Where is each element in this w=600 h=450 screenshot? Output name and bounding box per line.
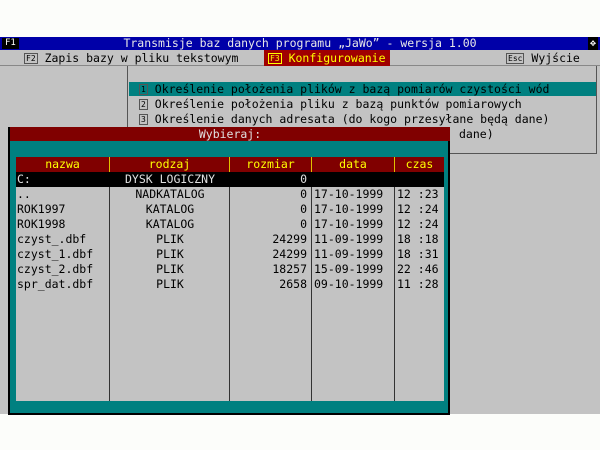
menu-zapis[interactable]: F2 Zapis bazy w pliku tekstowym bbox=[20, 50, 242, 66]
dropdown-item-4[interactable]: dane) bbox=[129, 127, 596, 141]
cell-nazwa: ROK1997 bbox=[17, 202, 66, 216]
cell-czas: 11 :28 bbox=[397, 277, 439, 291]
cell-czas: 12 :24 bbox=[397, 217, 439, 231]
table-row[interactable]: spr_dat.dbf PLIK 2658 09-10-1999 11 :28 bbox=[16, 277, 444, 292]
column-header-data[interactable]: data bbox=[312, 157, 395, 172]
key-badge: 3 bbox=[139, 114, 148, 125]
cell-rozmiar: 18257 bbox=[272, 262, 307, 276]
menu-label: Konfigurowanie bbox=[288, 51, 386, 65]
table-row[interactable]: ROK1998 KATALOG 0 17-10-1999 12 :24 bbox=[16, 217, 444, 232]
dropdown-item-2[interactable]: 2 Określenie położenia pliku z bazą punk… bbox=[129, 97, 596, 111]
table-row[interactable]: ROK1997 KATALOG 0 17-10-1999 12 :24 bbox=[16, 202, 444, 217]
cell-rodzaj: NADKATALOG bbox=[135, 187, 205, 201]
column-header-rozmiar[interactable]: rozmiar bbox=[230, 157, 312, 172]
column-divider bbox=[109, 172, 110, 401]
cell-czas: 18 :31 bbox=[397, 247, 439, 261]
cell-data: 17-10-1999 bbox=[314, 202, 384, 216]
dropdown-label: Określenie położenia plików z bazą pomia… bbox=[154, 82, 550, 96]
cell-czas: 18 :18 bbox=[397, 232, 439, 246]
cell-rozmiar: 2658 bbox=[279, 277, 307, 291]
menu-label: Wyjście bbox=[531, 51, 580, 65]
cell-czas: 12 :23 bbox=[397, 187, 439, 201]
cell-nazwa: .. bbox=[17, 187, 31, 201]
cell-nazwa: C: bbox=[17, 172, 31, 186]
cell-data: 17-10-1999 bbox=[314, 217, 384, 231]
cell-data: 15-09-1999 bbox=[314, 262, 384, 276]
cell-rodzaj: DYSK LOGICZNY bbox=[124, 172, 215, 186]
column-header-nazwa[interactable]: nazwa bbox=[16, 157, 110, 172]
cell-czas bbox=[395, 172, 444, 187]
key-badge: 2 bbox=[139, 99, 148, 110]
cell-rozmiar: 0 bbox=[300, 217, 307, 231]
menu-wyjscie[interactable]: Esc Wyjście bbox=[502, 50, 584, 66]
key-badge: F2 bbox=[24, 53, 38, 64]
column-header-rodzaj[interactable]: rodzaj bbox=[110, 157, 230, 172]
app-title: Transmisje baz danych programu „JaWo” - … bbox=[123, 36, 477, 50]
dialog-title: Wybieraj: bbox=[10, 127, 450, 141]
cell-rozmiar: 0 bbox=[300, 187, 307, 201]
cell-nazwa: czyst_1.dbf bbox=[17, 247, 94, 261]
cell-rodzaj: PLIK bbox=[156, 247, 184, 261]
column-divider bbox=[394, 172, 395, 401]
cell-rodzaj: KATALOG bbox=[145, 217, 195, 231]
cell-rodzaj: PLIK bbox=[156, 277, 184, 291]
dropdown-label: Określenie danych adresata (do kogo prze… bbox=[154, 112, 550, 126]
cell-rozmiar: 24299 bbox=[272, 232, 307, 246]
menu-label: Zapis bazy w pliku tekstowym bbox=[44, 51, 239, 65]
dropdown-item-3[interactable]: 3 Określenie danych adresata (do kogo pr… bbox=[129, 112, 596, 126]
dropdown-label: Określenie położenia pliku z bazą punktó… bbox=[154, 97, 522, 111]
cell-rozmiar: 0 bbox=[300, 172, 307, 186]
f1-help-key[interactable]: F1 bbox=[2, 38, 19, 49]
cell-data: 11-09-1999 bbox=[314, 247, 384, 261]
dropdown-item-1[interactable]: 1 Określenie położenia plików z bazą pom… bbox=[129, 82, 596, 96]
menu-bar: F2 Zapis bazy w pliku tekstowym F3 Konfi… bbox=[0, 50, 600, 66]
key-badge: F3 bbox=[268, 53, 282, 64]
table-row[interactable]: czyst_2.dbf PLIK 18257 15-09-1999 22 :46 bbox=[16, 262, 444, 277]
dropdown-label: dane) bbox=[459, 127, 494, 141]
cell-rodzaj: KATALOG bbox=[145, 202, 195, 216]
cell-data: 11-09-1999 bbox=[314, 232, 384, 246]
table-row[interactable]: C: DYSK LOGICZNY 0 bbox=[16, 172, 444, 187]
cell-rozmiar: 0 bbox=[300, 202, 307, 216]
cell-nazwa: ROK1998 bbox=[17, 217, 66, 231]
table-row[interactable]: czyst_.dbf PLIK 24299 11-09-1999 18 :18 bbox=[16, 232, 444, 247]
table-row[interactable]: czyst_1.dbf PLIK 24299 11-09-1999 18 :31 bbox=[16, 247, 444, 262]
cell-data: 17-10-1999 bbox=[314, 187, 384, 201]
cell-czas: 12 :24 bbox=[397, 202, 439, 216]
menu-konfigurowanie[interactable]: F3 Konfigurowanie bbox=[264, 50, 390, 66]
cell-data bbox=[312, 172, 394, 187]
column-header-czas[interactable]: czas bbox=[395, 157, 444, 172]
cell-nazwa: czyst_.dbf bbox=[17, 232, 87, 246]
table-row[interactable]: .. NADKATALOG 0 17-10-1999 12 :23 bbox=[16, 187, 444, 202]
cell-rodzaj: PLIK bbox=[156, 262, 184, 276]
cell-nazwa: spr_dat.dbf bbox=[17, 277, 94, 291]
file-picker-dialog: Wybieraj: nazwa rodzaj rozmiar data czas… bbox=[8, 127, 450, 415]
cell-rozmiar: 24299 bbox=[272, 247, 307, 261]
title-bar: Transmisje baz danych programu „JaWo” - … bbox=[0, 37, 600, 50]
column-divider bbox=[229, 172, 230, 401]
cell-rodzaj: PLIK bbox=[156, 232, 184, 246]
cell-data: 09-10-1999 bbox=[314, 277, 384, 291]
key-badge: 1 bbox=[139, 84, 148, 95]
move-arrows-icon[interactable]: ✥ bbox=[587, 37, 598, 50]
column-divider bbox=[311, 172, 312, 401]
cell-czas: 22 :46 bbox=[397, 262, 439, 276]
key-badge: Esc bbox=[506, 53, 525, 64]
cell-nazwa: czyst_2.dbf bbox=[17, 262, 94, 276]
konfigurowanie-dropdown: 1 Określenie położenia plików z bazą pom… bbox=[127, 66, 597, 154]
file-table: nazwa rodzaj rozmiar data czas C: DYSK LO… bbox=[16, 157, 444, 401]
